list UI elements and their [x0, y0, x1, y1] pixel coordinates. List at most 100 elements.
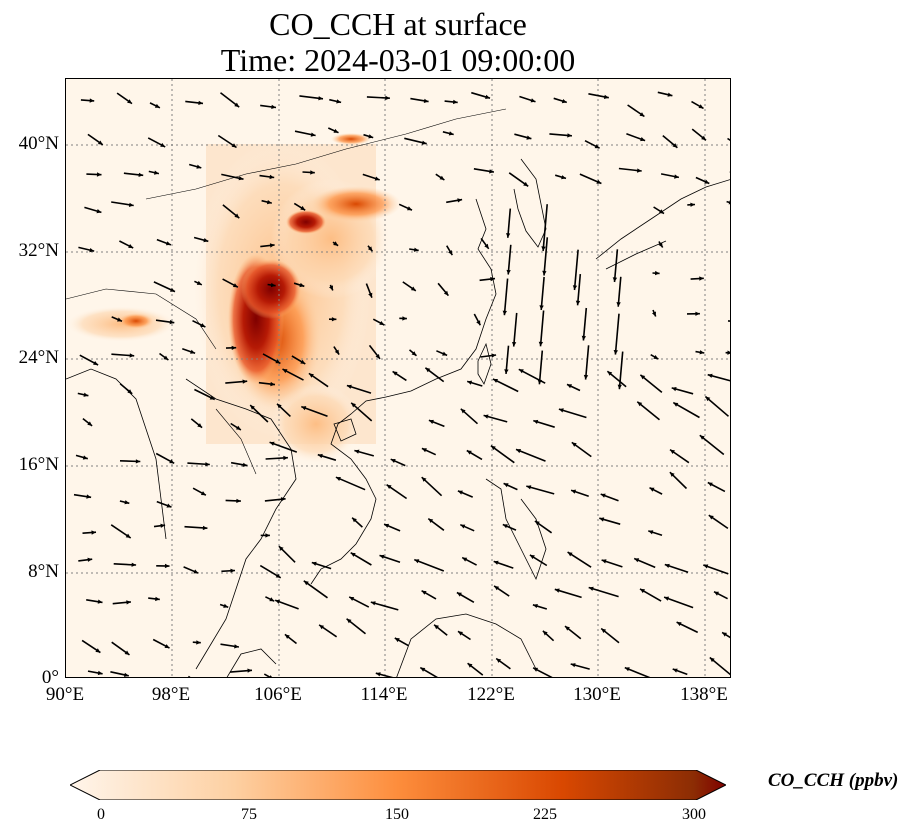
- wind-arrowhead: [125, 533, 131, 538]
- wind-arrowhead: [131, 562, 137, 567]
- wind-arrowhead: [462, 557, 468, 562]
- wind-arrowhead: [266, 200, 272, 205]
- wind-arrowhead: [303, 580, 309, 586]
- wind-vector: [704, 395, 730, 417]
- wind-arrowhead: [542, 630, 548, 636]
- wind-arrowhead: [652, 311, 656, 317]
- wind-arrowhead: [234, 644, 239, 649]
- wind-arrowhead: [518, 369, 524, 374]
- wind-arrowhead: [385, 95, 390, 101]
- wind-arrowhead: [392, 371, 398, 376]
- wind-arrowhead: [703, 564, 709, 569]
- wind-arrowhead: [97, 599, 103, 604]
- wind-arrowhead: [466, 450, 472, 455]
- wind-arrowhead: [448, 131, 454, 136]
- wind-vector: [729, 171, 730, 173]
- wind-vector: [567, 551, 592, 568]
- wind-arrowhead: [310, 132, 316, 137]
- wind-vector: [614, 313, 620, 355]
- wind-arrowhead: [242, 462, 248, 467]
- wind-arrowhead: [539, 305, 544, 310]
- wind-arrowhead: [457, 198, 463, 203]
- wind-arrowhead: [671, 387, 677, 392]
- wind-arrowhead: [374, 176, 380, 181]
- wind-arrowhead: [269, 675, 272, 677]
- wind-arrowhead: [91, 530, 96, 535]
- wind-arrowhead: [707, 482, 713, 487]
- wind-arrowhead: [714, 591, 719, 596]
- wind-arrowhead: [346, 384, 352, 389]
- wind-arrowhead: [659, 209, 664, 214]
- wind-arrowhead: [699, 435, 705, 440]
- wind-arrowhead: [583, 374, 589, 380]
- wind-vector: [492, 378, 519, 393]
- wind-arrowhead: [673, 402, 679, 407]
- wind-arrowhead: [299, 282, 305, 288]
- wind-vector: [503, 278, 509, 316]
- wind-arrowhead: [476, 320, 481, 326]
- wind-arrowhead: [575, 300, 581, 306]
- wind-arrowhead: [529, 554, 535, 560]
- wind-arrowhead: [699, 350, 705, 355]
- wind-arrowhead: [572, 285, 578, 290]
- wind-arrowhead: [421, 477, 427, 482]
- wind-arrowhead: [165, 241, 171, 246]
- wind-arrowhead: [117, 317, 122, 322]
- wind-vector: [526, 485, 555, 495]
- wind-vector: [636, 401, 661, 421]
- wind-arrowhead: [727, 350, 730, 355]
- wind-arrowhead: [197, 423, 203, 428]
- wind-arrowhead: [375, 672, 381, 677]
- wind-arrowhead: [234, 213, 240, 219]
- wind-arrowhead: [349, 596, 355, 601]
- wind-arrowhead: [319, 624, 324, 630]
- wind-vector: [187, 675, 191, 677]
- wind-arrowhead: [300, 205, 306, 211]
- wind-arrowhead: [502, 310, 507, 316]
- colorbar-tick-150: 150: [385, 806, 409, 823]
- wind-arrowhead: [503, 483, 509, 488]
- wind-arrowhead: [368, 134, 374, 139]
- wind-arrowhead: [271, 104, 276, 109]
- wind-arrowhead: [407, 206, 412, 211]
- wind-arrowhead: [333, 241, 339, 246]
- wind-vector: [617, 276, 622, 307]
- wind-vector: [515, 448, 546, 462]
- wind-arrowhead: [196, 164, 202, 169]
- wind-vector: [507, 208, 512, 238]
- wind-arrowhead: [637, 401, 643, 407]
- wind-arrowhead: [653, 355, 659, 360]
- wind-arrowhead: [301, 406, 307, 411]
- wind-arrowhead: [205, 462, 210, 467]
- wind-arrowhead: [336, 99, 342, 104]
- wind-vector: [582, 307, 588, 341]
- wind-arrowhead: [612, 277, 618, 282]
- wind-arrowhead: [386, 484, 392, 489]
- wind-arrowhead: [526, 135, 532, 140]
- wind-arrowhead: [707, 373, 713, 378]
- wind-arrowhead: [542, 270, 547, 276]
- wind-arrowhead: [434, 624, 439, 630]
- wind-vector: [639, 374, 663, 394]
- wind-arrowhead: [526, 485, 532, 490]
- wind-arrowhead: [534, 521, 540, 526]
- wind-arrowhead: [637, 168, 642, 173]
- wind-vector: [576, 274, 582, 306]
- wind-arrowhead: [390, 459, 396, 463]
- wind-vector: [726, 200, 730, 204]
- wind-arrowhead: [124, 650, 130, 655]
- wind-arrowhead: [200, 323, 206, 327]
- colorbar: [70, 770, 726, 800]
- wind-arrowhead: [594, 144, 600, 149]
- wind-vector: [588, 586, 619, 598]
- wind-arrowhead: [460, 408, 466, 414]
- wind-arrowhead: [664, 563, 670, 568]
- wind-arrowhead: [379, 321, 385, 325]
- wind-arrowhead: [89, 98, 95, 103]
- wind-arrowhead: [278, 546, 284, 551]
- wind-arrowhead: [270, 381, 275, 387]
- wind-arrowhead: [354, 449, 360, 454]
- wind-arrowhead: [428, 518, 434, 523]
- wind-arrowhead: [164, 563, 170, 569]
- wind-arrowhead: [127, 389, 133, 394]
